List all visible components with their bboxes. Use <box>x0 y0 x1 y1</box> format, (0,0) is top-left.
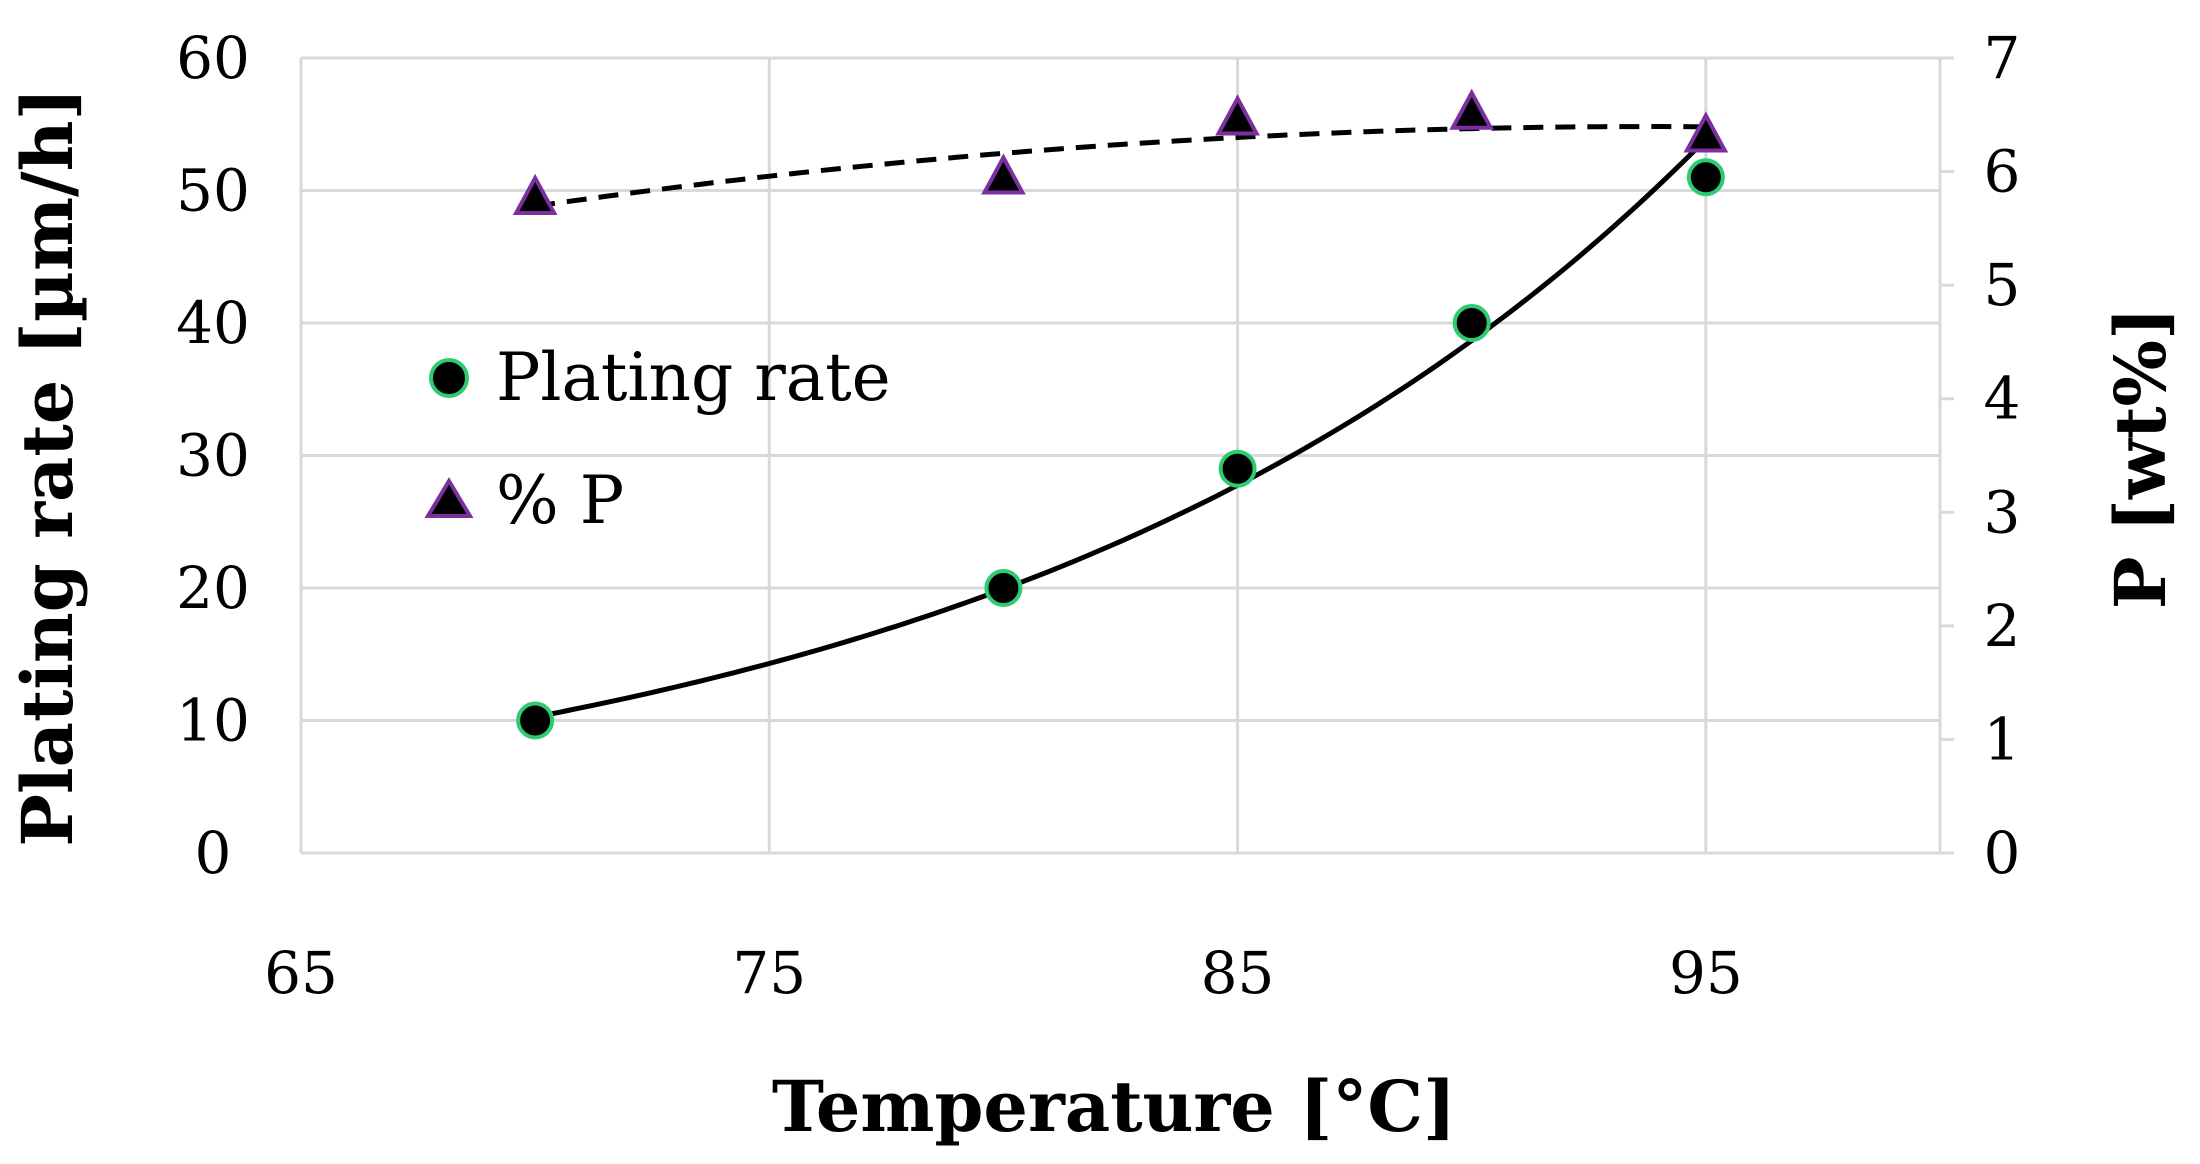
point-plating-rate <box>1452 304 1491 342</box>
x-tick-label: 95 <box>1669 939 1743 1007</box>
y2-tick-label: 3 <box>1984 478 2021 546</box>
y-tick-label: 0 <box>195 819 232 887</box>
legend: Plating rate % P <box>424 339 891 539</box>
y-tick-label: 30 <box>176 422 250 490</box>
point-plating-rate <box>1218 449 1257 488</box>
y2-tick-label: 2 <box>1984 592 2021 660</box>
legend-marker-plating-rate <box>429 358 469 398</box>
tick-labels: 0 10 20 30 40 50 60 0 1 2 3 4 5 6 7 65 75 85 95 <box>176 24 2020 1007</box>
y2-tick-label: 1 <box>1984 705 2021 773</box>
grid-layer <box>301 56 1942 853</box>
x-tick-label: 65 <box>264 939 338 1007</box>
legend-label-plating-rate: Plating rate <box>496 339 891 416</box>
trendlines <box>534 124 1708 720</box>
y-tick-label: 40 <box>176 289 250 357</box>
y2-tick-label: 5 <box>1984 251 2021 319</box>
x-tick-label: 85 <box>1201 939 1275 1007</box>
y2-axis-title: P [wt%] <box>2099 307 2182 609</box>
y-tick-label: 60 <box>176 24 250 92</box>
point-plating-rate <box>516 701 555 740</box>
point-percent-p <box>981 153 1026 195</box>
axis-layer <box>299 56 1954 855</box>
point-plating-rate <box>984 569 1023 607</box>
point-percent-p <box>1449 88 1495 130</box>
y2-tick-label: 4 <box>1984 365 2021 433</box>
y2-tick-label: 7 <box>1984 24 2021 92</box>
y-tick-label: 50 <box>176 157 250 225</box>
data-markers <box>512 88 1729 740</box>
y2-tick-label: 6 <box>1984 138 2021 206</box>
point-percent-p <box>512 173 558 215</box>
y2-tick-label: 0 <box>1984 819 2021 887</box>
point-percent-p <box>1215 94 1260 136</box>
point-plating-rate <box>1686 158 1725 197</box>
legend-label-percent-p: % P <box>496 462 624 539</box>
trendline-percent-p <box>534 124 1706 209</box>
point-percent-p <box>1683 111 1729 153</box>
y-tick-label: 20 <box>176 554 250 622</box>
x-axis-title: Temperature [°C] <box>772 1065 1456 1148</box>
y-axis-title: Plating rate [µm/h] <box>6 87 89 846</box>
trendline-plating-rate <box>534 137 1708 720</box>
legend-marker-percent-p <box>424 477 474 518</box>
y-tick-label: 10 <box>176 687 250 755</box>
x-tick-label: 75 <box>732 939 806 1007</box>
